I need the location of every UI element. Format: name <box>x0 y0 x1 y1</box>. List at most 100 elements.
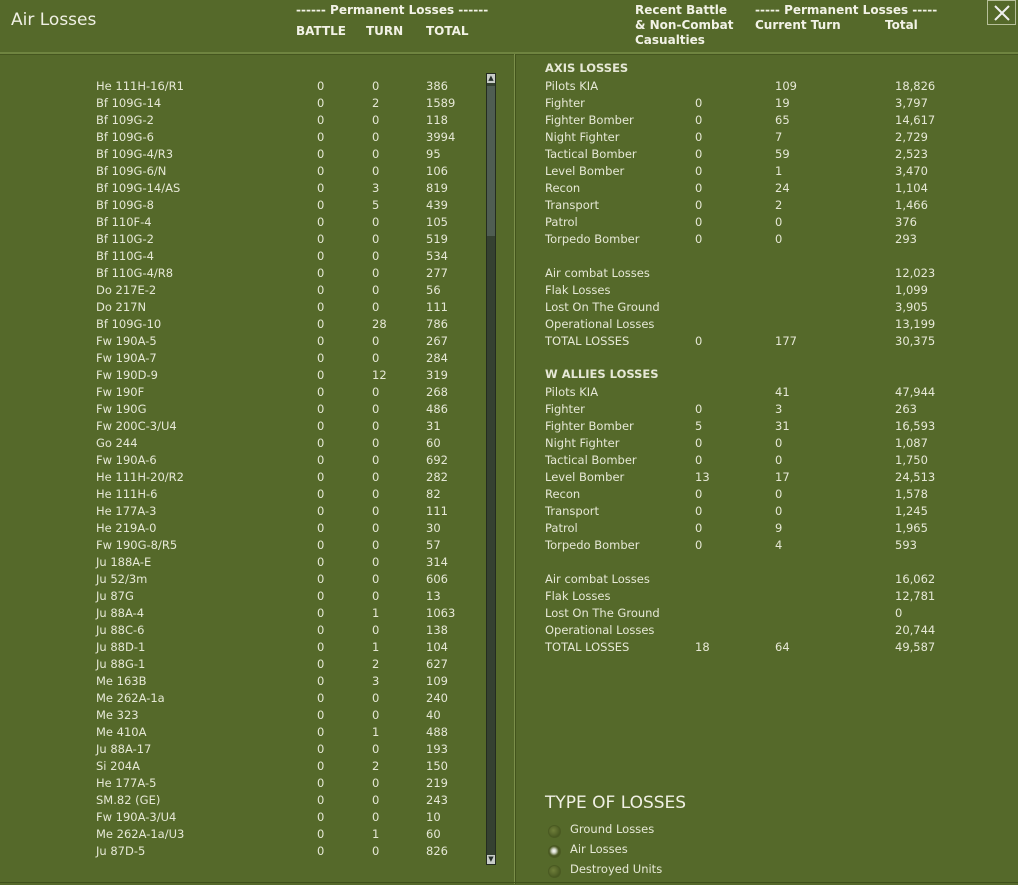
current-turn-losses: 41 <box>775 385 790 399</box>
recent-casualties: 0 <box>695 181 703 195</box>
loss-category: Fighter <box>545 96 585 110</box>
radio-button[interactable] <box>548 825 561 838</box>
aircraft-name: Me 323 <box>96 708 139 722</box>
aircraft-name: Bf 109G-2 <box>96 113 154 127</box>
total-losses: 13 <box>426 589 441 603</box>
radio-label[interactable]: Ground Losses <box>570 822 655 836</box>
current-turn-losses: 59 <box>775 147 790 161</box>
recent-casualties: 0 <box>695 487 703 501</box>
aircraft-name: Ju 88C-6 <box>96 623 145 637</box>
total-losses: 40 <box>426 708 441 722</box>
turn-losses: 0 <box>372 402 380 416</box>
battle-losses: 0 <box>317 810 325 824</box>
total-losses: 20,744 <box>895 623 936 637</box>
bottom-divider <box>0 882 1018 883</box>
total-losses: 268 <box>426 385 448 399</box>
aircraft-list-scrollbar[interactable]: ▲ ▼ <box>486 73 496 865</box>
total-losses: 376 <box>895 215 917 229</box>
battle-losses: 0 <box>317 96 325 110</box>
radio-label[interactable]: Destroyed Units <box>570 862 663 876</box>
header-divider <box>0 52 1018 55</box>
loss-category: Patrol <box>545 521 578 535</box>
current-turn-losses: 1 <box>775 164 783 178</box>
recent-casualties: 0 <box>695 113 703 127</box>
current-turn-losses: 0 <box>775 215 783 229</box>
radio-label[interactable]: Air Losses <box>570 842 628 856</box>
total-losses: 1,466 <box>895 198 928 212</box>
loss-category: Torpedo Bomber <box>545 538 640 552</box>
radio-button[interactable] <box>548 845 561 858</box>
scroll-down-arrow-icon[interactable]: ▼ <box>487 855 495 864</box>
total-losses: 56 <box>426 283 441 297</box>
total-losses: 30 <box>426 521 441 535</box>
battle-losses: 0 <box>317 79 325 93</box>
turn-losses: 5 <box>372 198 380 212</box>
total-losses: 488 <box>426 725 448 739</box>
total-losses: 0 <box>895 606 903 620</box>
close-button[interactable] <box>987 0 1016 25</box>
aircraft-name: Bf 109G-6/N <box>96 164 167 178</box>
scroll-up-arrow-icon[interactable]: ▲ <box>487 74 495 83</box>
recent-casualties: 0 <box>695 164 703 178</box>
aircraft-name: Bf 109G-8 <box>96 198 154 212</box>
aircraft-name: Fw 190A-5 <box>96 334 157 348</box>
current-turn-losses: 7 <box>775 130 783 144</box>
turn-losses: 0 <box>372 691 380 705</box>
turn-losses: 0 <box>372 538 380 552</box>
aircraft-name: Do 217N <box>96 300 147 314</box>
total-losses: 47,944 <box>895 385 936 399</box>
current-turn-losses: 65 <box>775 113 790 127</box>
turn-losses: 0 <box>372 436 380 450</box>
radio-button[interactable] <box>548 865 561 878</box>
total-losses: 3,470 <box>895 164 928 178</box>
aircraft-name: Me 262A-1a <box>96 691 165 705</box>
total-losses: 606 <box>426 572 448 586</box>
total-losses: 3,797 <box>895 96 928 110</box>
aircraft-name: Ju 188A-E <box>96 555 152 569</box>
battle-losses: 0 <box>317 725 325 739</box>
loss-category: Level Bomber <box>545 164 625 178</box>
turn-losses: 0 <box>372 164 380 178</box>
aircraft-name: Fw 190A-7 <box>96 351 157 365</box>
turn-losses: 0 <box>372 555 380 569</box>
total-losses: 240 <box>426 691 448 705</box>
battle-losses: 0 <box>317 385 325 399</box>
turn-losses: 0 <box>372 351 380 365</box>
total-losses: 277 <box>426 266 448 280</box>
column-battle: BATTLE <box>296 24 346 38</box>
aircraft-name: He 111H-6 <box>96 487 158 501</box>
aircraft-name: Me 163B <box>96 674 147 688</box>
current-turn-losses: 31 <box>775 419 790 433</box>
turn-losses: 1 <box>372 606 380 620</box>
battle-losses: 0 <box>317 657 325 671</box>
loss-category: Operational Losses <box>545 623 655 637</box>
battle-losses: 0 <box>317 793 325 807</box>
turn-losses: 0 <box>372 572 380 586</box>
turn-losses: 0 <box>372 385 380 399</box>
loss-category: Lost On The Ground <box>545 300 660 314</box>
turn-losses: 0 <box>372 266 380 280</box>
total-losses: 16,062 <box>895 572 936 586</box>
aircraft-name: Me 410A <box>96 725 147 739</box>
panel-divider <box>514 54 516 884</box>
total-losses: 1,965 <box>895 521 928 535</box>
total-losses: 10 <box>426 810 441 824</box>
recent-casualties: 0 <box>695 130 703 144</box>
turn-losses: 1 <box>372 725 380 739</box>
turn-losses: 0 <box>372 623 380 637</box>
loss-category: Night Fighter <box>545 436 620 450</box>
current-turn-losses: 64 <box>775 640 790 654</box>
scroll-thumb[interactable] <box>487 86 495 236</box>
aircraft-name: Fw 190A-3/U4 <box>96 810 177 824</box>
aircraft-name: Fw 200C-3/U4 <box>96 419 177 433</box>
battle-losses: 0 <box>317 232 325 246</box>
total-losses: 1,099 <box>895 283 928 297</box>
turn-losses: 0 <box>372 776 380 790</box>
turn-losses: 1 <box>372 640 380 654</box>
turn-losses: 0 <box>372 504 380 518</box>
total-losses: 82 <box>426 487 441 501</box>
aircraft-name: Bf 110G-4 <box>96 249 154 263</box>
type-of-losses-title: TYPE OF LOSSES <box>545 793 687 813</box>
aircraft-name: He 177A-5 <box>96 776 157 790</box>
battle-losses: 0 <box>317 436 325 450</box>
